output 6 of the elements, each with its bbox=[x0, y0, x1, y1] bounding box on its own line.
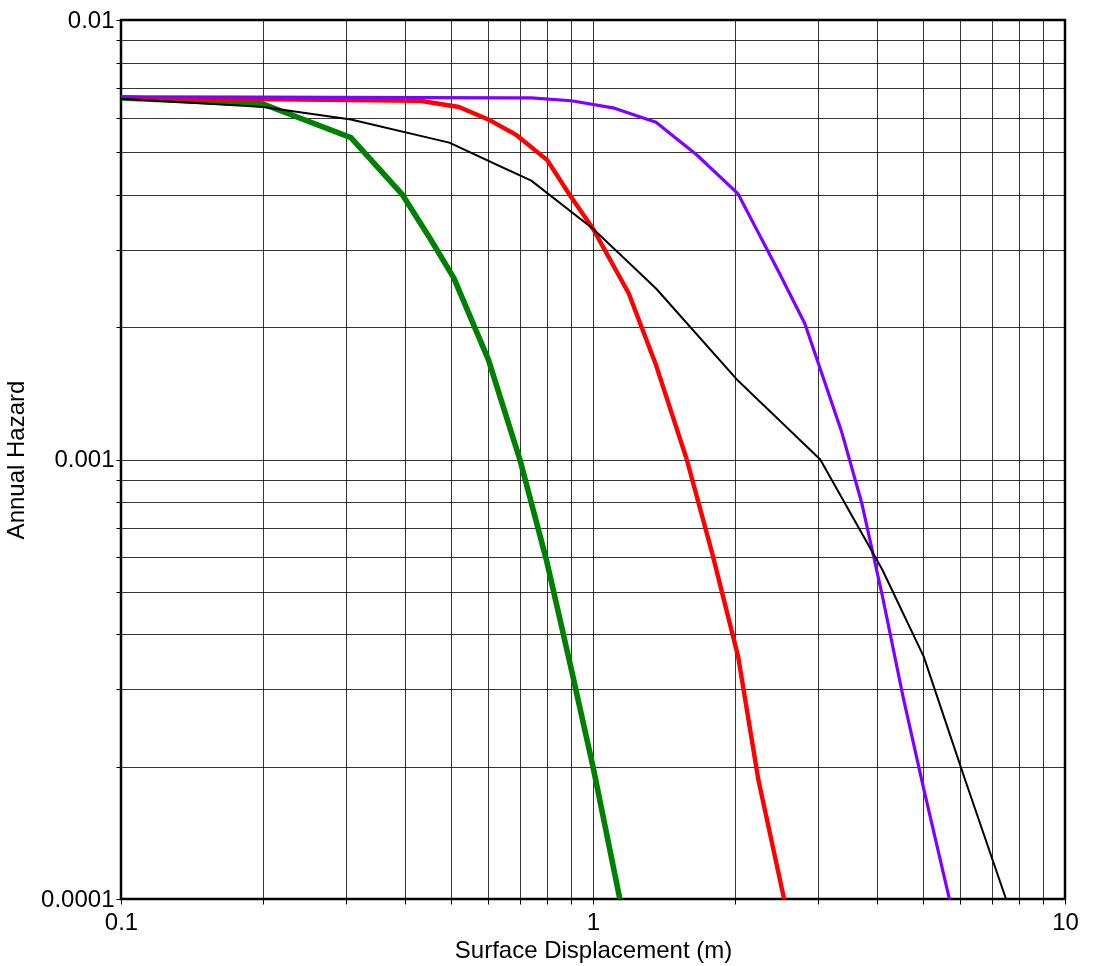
x-tick-label: 10 bbox=[1052, 907, 1079, 935]
y-tick-label: 0.001 bbox=[54, 445, 115, 472]
x-tick-label: 1 bbox=[586, 907, 601, 935]
y-tick-label: 0.01 bbox=[67, 5, 115, 33]
x-axis-title: Surface Displacement (m) bbox=[454, 935, 733, 963]
y-axis-title: Annual Hazard bbox=[2, 380, 30, 540]
